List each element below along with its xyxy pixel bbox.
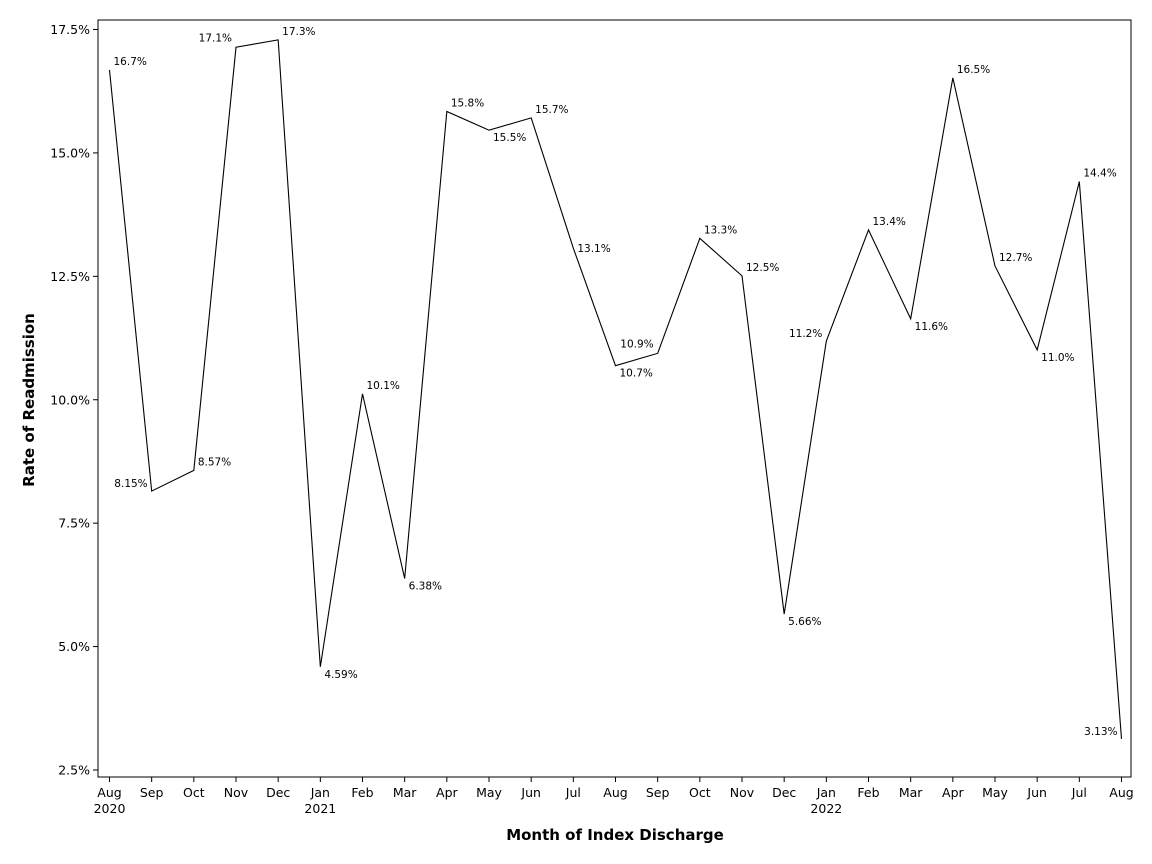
x-tick-label: Jun — [520, 785, 541, 800]
x-tick-label: Nov — [224, 785, 249, 800]
data-label: 3.13% — [1084, 726, 1117, 738]
y-tick-label: 12.5% — [50, 269, 90, 284]
data-label: 15.7% — [535, 104, 568, 116]
x-tick-label: Aug — [1109, 785, 1133, 800]
data-label: 12.7% — [999, 252, 1032, 264]
y-axis: 2.5% 5.0% 7.5% 10.0% 12.5% 15.0% 17.5% — [50, 22, 98, 778]
x-tick-label: Jul — [1071, 785, 1087, 800]
data-label: 5.66% — [788, 616, 821, 628]
x-tick-label: May — [476, 785, 502, 800]
x-tick-label: Jun — [1026, 785, 1047, 800]
y-tick-label: 5.0% — [58, 639, 90, 654]
data-label: 10.7% — [620, 368, 653, 380]
data-label: 11.2% — [789, 328, 822, 340]
x-tick-label: Apr — [942, 785, 964, 800]
y-tick-label: 7.5% — [58, 516, 90, 531]
data-label: 6.38% — [409, 580, 442, 592]
y-tick-label: 17.5% — [50, 22, 90, 37]
x-tick-label: Jul — [565, 785, 581, 800]
data-label: 10.1% — [367, 380, 400, 392]
data-label: 15.5% — [493, 132, 526, 144]
data-label: 10.9% — [620, 338, 653, 350]
y-tick-label: 2.5% — [58, 763, 90, 778]
data-label: 8.15% — [114, 478, 147, 490]
x-tick-label: Aug — [603, 785, 627, 800]
x-tick-label: Nov — [730, 785, 755, 800]
data-label: 17.1% — [199, 32, 232, 44]
data-label: 15.8% — [451, 97, 484, 109]
data-label: 8.57% — [198, 456, 231, 468]
data-label: 12.5% — [746, 262, 779, 274]
x-tick-label: Dec — [266, 785, 290, 800]
x-tick-label: Feb — [857, 785, 879, 800]
x-tick-label: Oct — [183, 785, 205, 800]
x-tick-label: Sep — [646, 785, 670, 800]
x-tick-label: Mar — [899, 785, 923, 800]
x-tick-label: Oct — [689, 785, 711, 800]
data-label: 16.7% — [114, 56, 147, 68]
x-tick-label: Apr — [436, 785, 458, 800]
data-label: 4.59% — [324, 669, 357, 681]
x-tick-label: Aug — [97, 785, 121, 800]
readmission-rate-line — [108, 39, 1123, 739]
x-tick-year-label: 2021 — [304, 801, 336, 816]
y-tick-label: 15.0% — [50, 145, 90, 160]
y-tick-label: 10.0% — [50, 392, 90, 407]
data-label: 16.5% — [957, 64, 990, 76]
data-label: 13.3% — [704, 224, 737, 236]
y-axis-title: Rate of Readmission — [20, 313, 38, 487]
x-axis-title: Month of Index Discharge — [506, 826, 724, 844]
x-tick-label: Mar — [393, 785, 417, 800]
x-tick-label: Feb — [351, 785, 373, 800]
data-label: 11.6% — [915, 321, 948, 333]
data-label: 14.4% — [1083, 168, 1116, 180]
data-label: 13.1% — [577, 243, 610, 255]
x-tick-label: Dec — [772, 785, 796, 800]
x-tick-label: Jan — [310, 785, 330, 800]
data-label: 13.4% — [873, 216, 906, 228]
plot-frame — [97, 19, 1132, 778]
data-label: 17.3% — [282, 26, 315, 38]
x-tick-year-label: 2022 — [810, 801, 842, 816]
x-tick-year-label: 2020 — [94, 801, 126, 816]
x-tick-label: Sep — [140, 785, 164, 800]
data-label: 11.0% — [1041, 352, 1074, 364]
x-tick-label: May — [982, 785, 1008, 800]
x-tick-label: Jan — [816, 785, 836, 800]
data-labels: 16.7% 8.15% 8.57% 17.1% 17.3% 4.59% 10.1% 6.38%… — [114, 26, 1118, 738]
